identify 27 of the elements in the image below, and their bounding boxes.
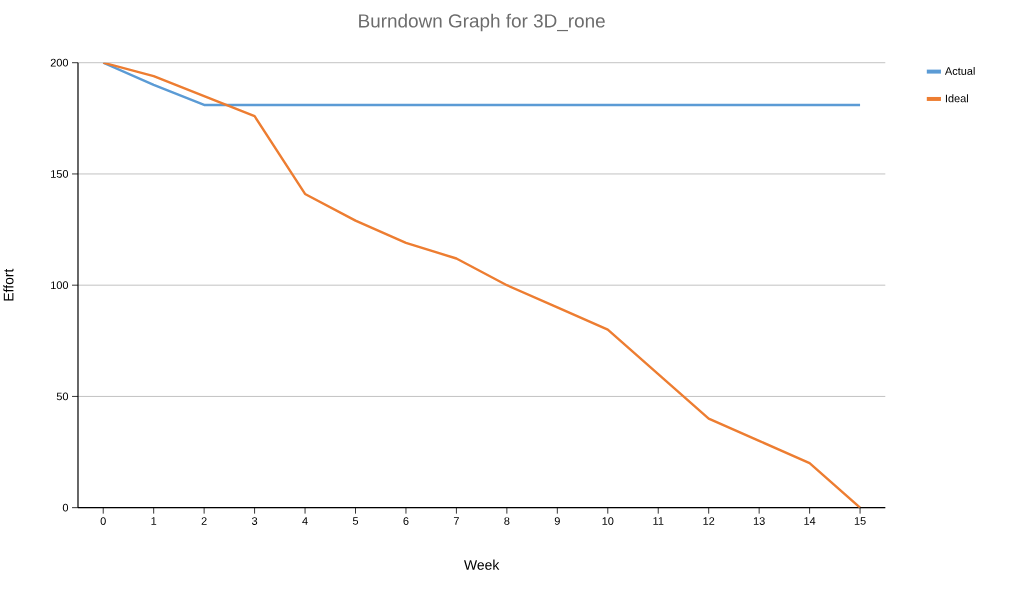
y-tick-label: 200 [50,58,69,67]
x-tick-label: 1 [151,517,157,525]
x-tick-label: 13 [753,517,765,525]
line-series [102,62,862,508]
legend-label: Ideal [945,94,968,103]
y-axis-title: Effort [3,268,14,301]
legend-label: Actual [944,66,975,75]
x-tick-label: 6 [403,517,409,525]
chart-title: Burndown Graph for 3D_rone [359,13,605,32]
x-tick-label: 0 [100,517,106,525]
x-tick-label: 15 [854,517,866,525]
x-tick-label: 7 [453,517,459,525]
x-tick-label: 10 [602,517,614,525]
y-tick-label: 0 [62,503,69,512]
x-tick-label: 14 [804,517,816,525]
y-tick-label: 100 [51,281,69,289]
x-axis-title: Week [464,559,500,570]
x-tick-label: 12 [703,517,715,525]
x-tick-label: 3 [251,517,258,525]
y-tick-label: 50 [56,392,69,401]
x-tick-label: 8 [504,517,510,525]
x-tick-label: 5 [352,517,359,525]
x-tick-label: 2 [201,517,207,525]
x-tick-label: 9 [554,517,560,525]
x-tick-label: 11 [653,517,664,525]
x-tick-label: 4 [302,517,308,525]
y-tick-label: 150 [51,169,69,178]
